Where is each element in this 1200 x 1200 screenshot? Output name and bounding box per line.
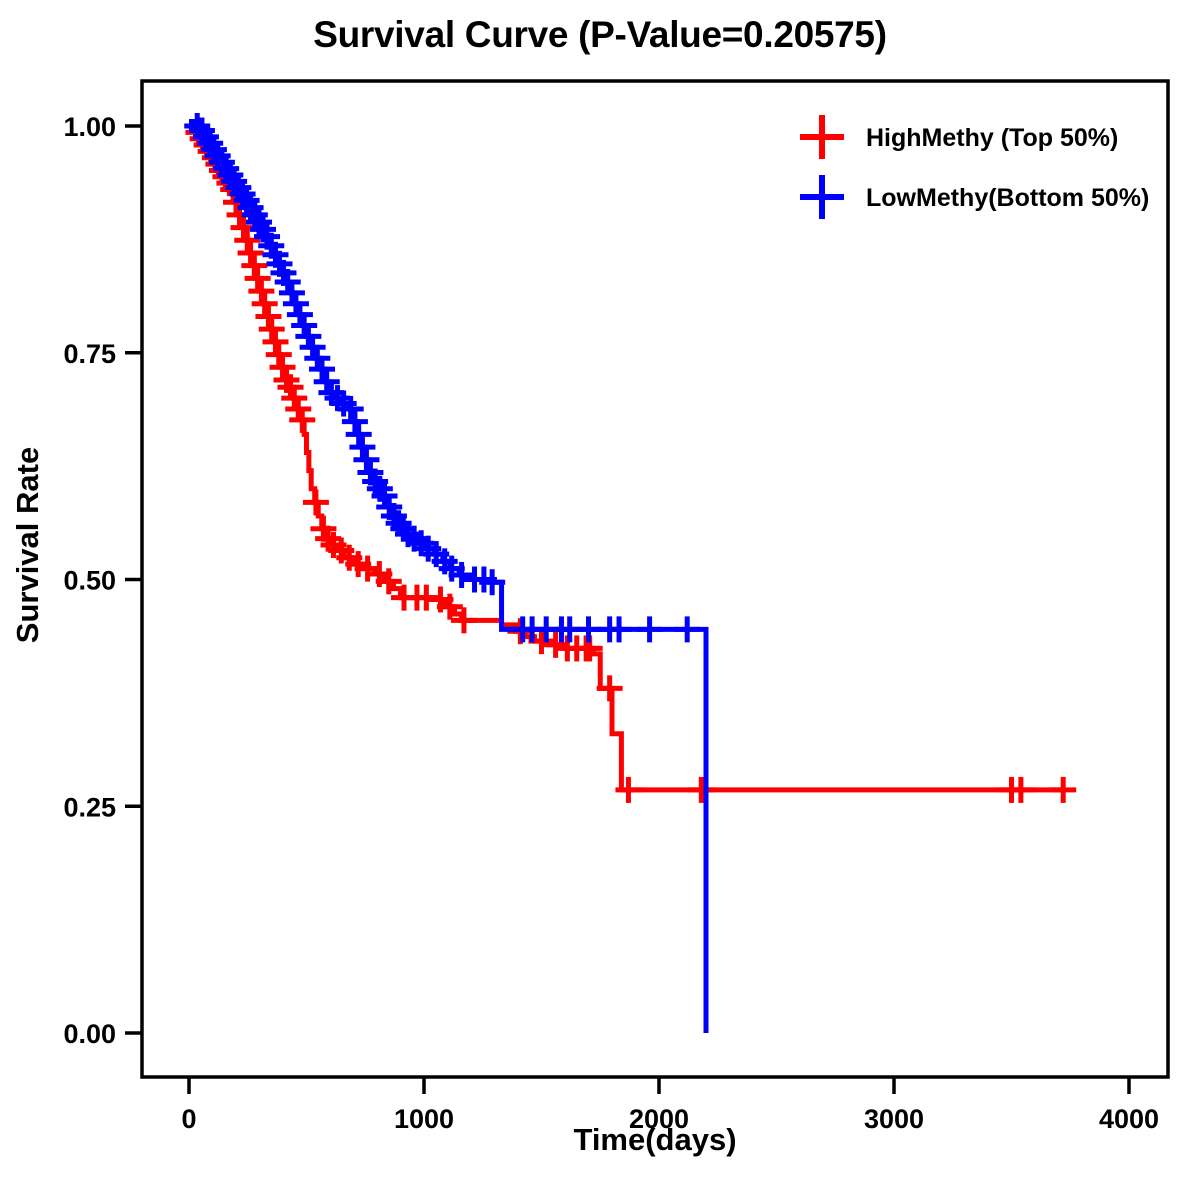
plot-frame: [140, 79, 1170, 1079]
x-tick-label: 0: [181, 1104, 196, 1134]
x-tick-label: 4000: [1099, 1104, 1159, 1134]
x-axis-title: Time(days): [573, 1122, 737, 1157]
series-lowmethy: [184, 113, 709, 1033]
series-highmethy: [185, 119, 1077, 803]
x-tick-label: 2000: [629, 1104, 689, 1134]
legend-label: HighMethy (Top 50%): [866, 124, 1118, 152]
y-axis-ticks: 0.00 0.25 0.50 0.75 1.00: [63, 112, 142, 1049]
y-tick-label: 0.50: [63, 566, 116, 596]
y-tick-label: 0.25: [63, 792, 116, 822]
step-line: [189, 123, 1064, 793]
y-tick-label: 0.00: [63, 1019, 116, 1049]
page-title: Survival Curve (P-Value=0.20575): [313, 14, 887, 55]
y-tick-label: 0.75: [63, 339, 116, 369]
y-tick-label: 1.00: [63, 112, 116, 142]
legend-label: LowMethy(Bottom 50%): [866, 184, 1149, 212]
series-layer: [184, 113, 1077, 1033]
x-tick-label: 1000: [394, 1104, 454, 1134]
chart-legend: HighMethy (Top 50%) LowMethy(Bottom 50%): [800, 115, 1149, 219]
step-line: [189, 118, 709, 1033]
x-tick-label: 3000: [864, 1104, 924, 1134]
x-axis-ticks: 0 1000 2000 3000 4000: [181, 1077, 1159, 1134]
